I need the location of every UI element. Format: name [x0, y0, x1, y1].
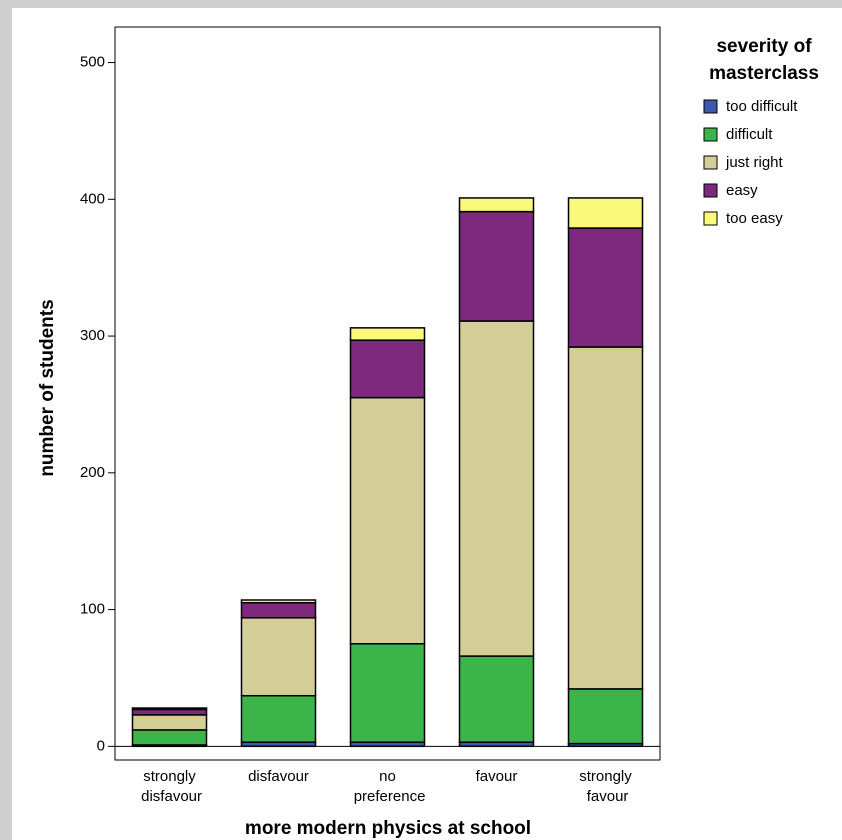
bar-segment — [349, 339, 426, 399]
legend-label: difficult — [726, 126, 773, 143]
y-tick-label: 400 — [80, 190, 105, 207]
y-axis-label: number of students — [37, 299, 58, 476]
y-tick-label: 300 — [80, 327, 105, 344]
bar-segment — [567, 346, 644, 690]
legend-swatch — [703, 155, 718, 170]
bar-segment — [349, 327, 426, 341]
legend-label: too easy — [726, 210, 783, 227]
legend-title: masterclass — [709, 63, 819, 84]
legend-title: severity of — [716, 36, 812, 57]
bar-segment — [567, 227, 644, 348]
x-axis-label: more modern physics at school — [245, 818, 531, 839]
x-tick-label: favour — [476, 768, 518, 785]
bar-segment — [240, 617, 317, 697]
y-tick-label: 200 — [80, 464, 105, 481]
legend-label: just right — [725, 154, 784, 171]
bar-segment — [240, 601, 317, 619]
bar-segment — [349, 396, 426, 645]
y-tick-label: 500 — [80, 54, 105, 71]
legend-label: easy — [726, 182, 758, 199]
y-tick-label: 100 — [80, 601, 105, 618]
legend-swatch — [703, 211, 718, 226]
y-tick-label: 0 — [97, 737, 105, 754]
bar-segment — [240, 694, 317, 743]
bar-segment — [458, 320, 535, 657]
bar-segment — [567, 688, 644, 745]
legend-swatch — [703, 99, 718, 114]
legend-swatch — [703, 127, 718, 142]
bar-segment — [131, 729, 208, 746]
x-tick-label: strongly favour — [579, 768, 632, 805]
x-tick-label: strongly disfavour — [137, 768, 202, 805]
bar-segment — [567, 197, 644, 229]
bar-segment — [458, 197, 535, 213]
bar-segment — [131, 714, 208, 731]
legend-label: too difficult — [726, 98, 798, 115]
bar-segment — [131, 707, 208, 711]
bar-segment — [240, 599, 317, 604]
x-tick-label: no preference — [350, 768, 426, 805]
bar-segment — [131, 708, 208, 716]
bar-segment — [349, 643, 426, 743]
bar-segment — [458, 210, 535, 322]
bar-segment — [458, 655, 535, 743]
legend-swatch — [703, 183, 718, 198]
x-tick-label: disfavour — [248, 768, 309, 785]
